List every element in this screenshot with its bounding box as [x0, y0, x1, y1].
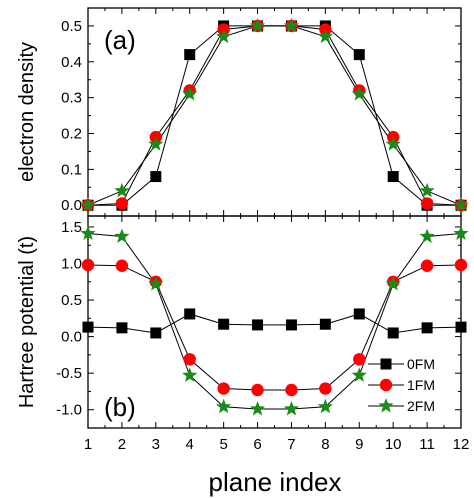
data-point-2FM — [351, 367, 367, 382]
data-point-1FM — [319, 382, 332, 395]
data-point-0FM — [82, 321, 94, 333]
data-point-2FM — [317, 398, 333, 414]
x-tick-label: 1 — [84, 436, 92, 453]
legend-label: 0FM — [407, 356, 435, 372]
panel-label: (a) — [104, 25, 136, 55]
x-tick-label: 5 — [219, 436, 227, 453]
data-point-2FM — [385, 136, 401, 151]
data-point-1FM — [285, 383, 298, 397]
data-point-2FM — [249, 17, 266, 33]
data-point-0FM — [421, 322, 433, 334]
series-line-2FM — [87, 233, 462, 410]
x-tick-label: 2 — [118, 436, 126, 453]
data-point-0FM — [150, 327, 162, 339]
data-point-1FM — [183, 353, 196, 366]
data-point-2FM — [419, 182, 435, 198]
data-point-1FM — [420, 197, 434, 210]
data-point-0FM — [184, 308, 196, 320]
legend-marker-2FM — [378, 398, 394, 413]
y-axis-label: electron density — [16, 42, 38, 182]
y-tick-label: 1.5 — [61, 219, 82, 236]
x-tick-label: 6 — [253, 436, 261, 453]
data-point-0FM — [353, 49, 365, 61]
data-point-2FM — [453, 225, 469, 241]
y-tick-label: 0.0 — [61, 197, 82, 214]
data-point-1FM — [115, 259, 129, 272]
x-tick-label: 7 — [287, 436, 295, 453]
panel-a: 0.0 0.1 0.2 0.3 0.4 0.5 electron density (a) — [16, 7, 469, 217]
x-tick-label: 11 — [419, 436, 435, 453]
y-tick-label: 0.5 — [61, 292, 82, 309]
data-point-2FM — [114, 182, 130, 198]
y-tick-label: 0.1 — [61, 161, 82, 178]
x-tick-label: 3 — [152, 436, 160, 453]
data-point-1FM — [420, 259, 434, 272]
legend-marker-1FM — [379, 378, 393, 392]
plot-frame — [87, 7, 462, 217]
data-point-2FM — [317, 28, 333, 44]
data-point-1FM — [115, 197, 129, 210]
data-point-1FM — [353, 353, 366, 366]
x-tick-label: 12 — [453, 436, 470, 453]
data-point-2FM — [351, 86, 367, 101]
legend-label: 2FM — [407, 398, 435, 414]
x-tick-label: 9 — [355, 436, 363, 453]
data-point-2FM — [385, 275, 401, 291]
data-point-0FM — [116, 322, 128, 334]
data-point-0FM — [252, 319, 264, 331]
data-point-2FM — [453, 197, 469, 212]
data-point-2FM — [419, 228, 435, 243]
panel-label: (b) — [104, 392, 136, 422]
data-point-1FM — [217, 382, 230, 395]
y-tick-label: -1.0 — [56, 402, 82, 419]
data-point-2FM — [182, 86, 198, 101]
plot-frame — [87, 215, 462, 429]
data-point-2FM — [216, 398, 232, 414]
x-tick-label: 4 — [186, 436, 194, 453]
data-point-2FM — [283, 17, 300, 33]
legend-label: 1FM — [407, 377, 435, 393]
data-point-0FM — [218, 318, 230, 330]
legend-marker-0FM — [380, 358, 392, 370]
data-point-1FM — [81, 258, 95, 272]
data-point-2FM — [283, 400, 300, 416]
x-axis-label: plane index — [209, 467, 342, 497]
series-line-0FM — [88, 25, 461, 206]
y-tick-label: -0.5 — [56, 365, 82, 382]
data-point-2FM — [80, 225, 96, 241]
data-point-2FM — [114, 228, 130, 243]
y-tick-label: 0.3 — [61, 90, 82, 107]
data-point-2FM — [148, 275, 164, 291]
panel-b: 1 2 3 4 5 6 7 8 9 10 11 12-1.0-0.50.00.51.01.5Hartr… — [16, 215, 470, 453]
data-point-1FM — [454, 258, 468, 272]
x-tick-label: 10 — [385, 436, 402, 453]
data-point-0FM — [184, 49, 196, 61]
series-line-2FM — [87, 25, 462, 206]
y-tick-label: 0.0 — [61, 329, 82, 346]
series-line-1FM — [87, 25, 462, 206]
y-axis-label: Hartree potential (t) — [16, 236, 38, 408]
data-point-0FM — [353, 308, 365, 320]
data-point-1FM — [251, 383, 264, 397]
data-point-2FM — [249, 400, 266, 416]
y-tick-label: 1.0 — [61, 256, 82, 273]
series-line-1FM — [87, 264, 462, 391]
data-point-2FM — [148, 136, 164, 151]
data-point-0FM — [387, 171, 399, 183]
y-tick-label: 0.5 — [61, 18, 82, 35]
y-tick-label: 0.4 — [61, 54, 82, 71]
data-point-0FM — [319, 318, 331, 330]
data-point-0FM — [285, 319, 297, 331]
data-point-2FM — [182, 367, 198, 382]
y-tick-label: 0.2 — [61, 126, 82, 143]
series-line-0FM — [87, 313, 462, 334]
data-point-2FM — [80, 197, 96, 212]
data-point-0FM — [455, 321, 467, 333]
data-point-0FM — [387, 327, 399, 339]
data-point-0FM — [150, 171, 162, 183]
x-tick-label: 8 — [321, 436, 329, 453]
data-point-2FM — [216, 28, 232, 44]
